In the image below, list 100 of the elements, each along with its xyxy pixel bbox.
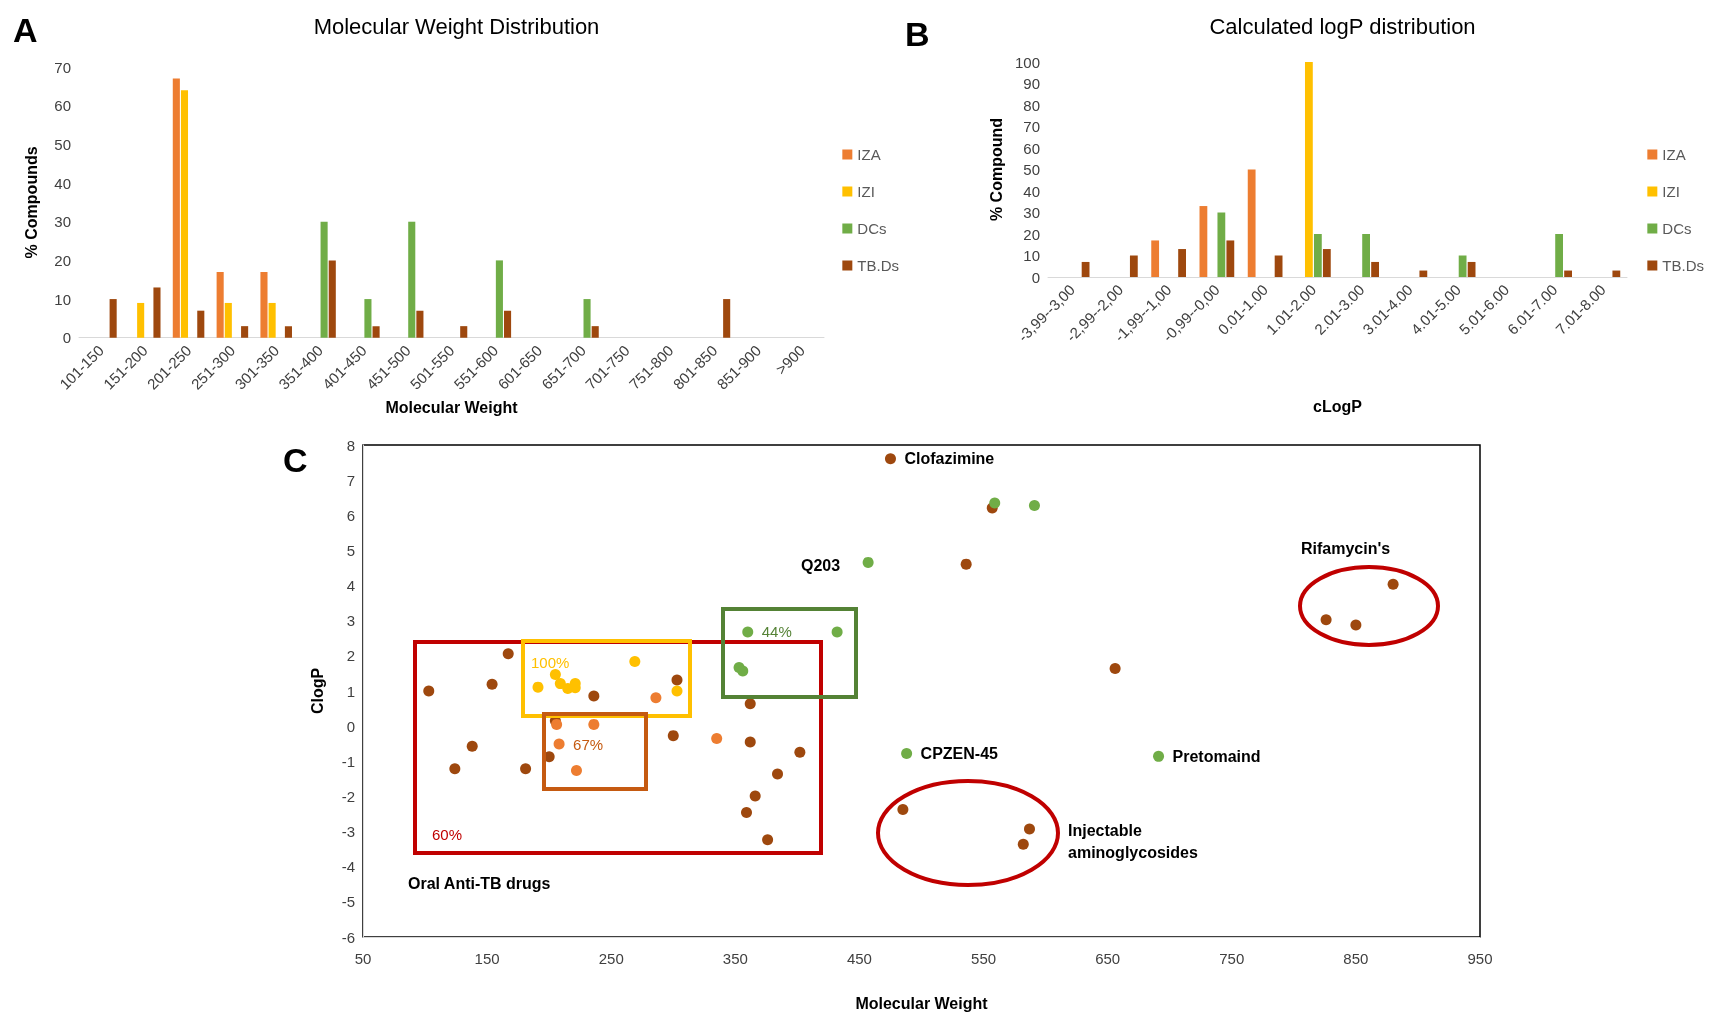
bar — [172, 78, 180, 338]
y-tick-label: -5 — [341, 893, 355, 911]
bar — [1247, 169, 1256, 277]
y-tick-label: 100 — [1014, 53, 1040, 71]
x-tick-label: 450 — [846, 950, 872, 967]
bar — [1467, 261, 1476, 277]
legend-label: TB.Ds — [1662, 257, 1704, 274]
y-tick-label: 6 — [346, 506, 355, 524]
legend-label: IZI — [1662, 183, 1680, 200]
annotation: Clofazimine — [904, 450, 995, 468]
annotation: Q203 — [801, 556, 841, 574]
y-tick-label: 40 — [1023, 182, 1040, 200]
y-tick-label: 60 — [1023, 139, 1040, 157]
annotation: Rifamycin's — [1301, 539, 1391, 557]
legend-label: IZA — [1662, 146, 1686, 163]
bar — [372, 326, 380, 338]
x-tick-label: 350 — [722, 950, 748, 967]
point — [989, 497, 1001, 509]
bar — [1419, 270, 1428, 277]
bar — [583, 299, 591, 338]
bar — [504, 310, 512, 338]
annotation: 67% — [573, 735, 604, 753]
bar — [1371, 261, 1379, 277]
text: B — [905, 15, 930, 53]
y-tick-label: 70 — [54, 58, 71, 76]
x-axis-title: Molecular Weight — [385, 398, 519, 416]
point — [588, 690, 600, 702]
bar — [591, 326, 599, 338]
point — [554, 678, 566, 690]
y-tick-label: 30 — [1023, 204, 1040, 221]
chart-title: Molecular Weight Distribution — [313, 13, 600, 39]
y-tick-label: 4 — [346, 577, 355, 595]
bar — [1564, 270, 1572, 277]
point — [1017, 838, 1029, 850]
y-tick-label: 60 — [54, 97, 71, 115]
bar — [1313, 234, 1322, 277]
legend-label: DCs — [857, 220, 887, 237]
y-tick-label: 20 — [54, 251, 71, 269]
x-tick-label: 550 — [971, 950, 997, 967]
y-axis-title: ClogP — [308, 667, 326, 715]
point — [570, 764, 582, 776]
bar — [1178, 249, 1186, 277]
y-tick-label: 0 — [62, 329, 71, 347]
point — [901, 748, 913, 760]
bar — [1151, 240, 1160, 277]
bar — [224, 302, 232, 338]
y-tick-label: 20 — [1023, 225, 1040, 243]
annotation: 44% — [761, 623, 792, 641]
bar — [1304, 62, 1313, 277]
y-tick-label: -2 — [341, 787, 355, 805]
bar — [1555, 234, 1564, 277]
y-axis-title: % Compound — [987, 117, 1005, 222]
y-tick-label: 10 — [1023, 247, 1040, 264]
bar — [320, 221, 328, 338]
bar — [216, 272, 224, 338]
bar — [460, 326, 468, 338]
point — [671, 674, 683, 686]
point — [1028, 499, 1040, 511]
point — [1109, 663, 1121, 675]
point — [744, 698, 756, 710]
y-tick-label: 50 — [54, 135, 71, 153]
bar — [137, 302, 145, 338]
point — [671, 685, 683, 697]
bar — [153, 287, 161, 338]
y-tick-label: 0 — [346, 717, 355, 735]
y-tick-label: -4 — [341, 858, 355, 876]
y-tick-label: 1 — [346, 682, 355, 700]
bar — [416, 310, 424, 338]
y-tick-label: 8 — [346, 436, 355, 454]
bar — [260, 272, 268, 338]
y-tick-label: 90 — [1023, 75, 1040, 92]
bar — [197, 310, 205, 338]
y-tick-label: 0 — [1031, 268, 1040, 286]
bar — [180, 90, 189, 338]
legend-label: IZI — [857, 183, 875, 200]
point — [532, 681, 544, 693]
point — [897, 803, 909, 815]
point — [884, 453, 896, 465]
point — [549, 668, 561, 680]
bar — [1226, 240, 1235, 277]
x-tick-label: 250 — [598, 950, 624, 967]
bar — [284, 326, 292, 338]
point — [1320, 614, 1332, 626]
annotation: Injectable aminoglycosides — [1068, 821, 1198, 861]
y-tick-label: 10 — [54, 290, 71, 308]
point — [650, 692, 662, 704]
point — [749, 790, 761, 802]
bar — [109, 299, 117, 338]
annotation: Oral Anti-TB drugs — [408, 874, 551, 892]
x-axis-title: cLogP — [1313, 397, 1363, 415]
bar — [364, 299, 372, 338]
y-tick-label: -1 — [341, 752, 355, 770]
point — [737, 665, 749, 677]
y-tick-label: 50 — [1023, 161, 1040, 178]
legend-label: DCs — [1662, 220, 1692, 237]
annotation: 60% — [432, 825, 463, 843]
point — [502, 648, 514, 660]
y-tick-label: 80 — [1023, 96, 1040, 114]
bar — [328, 260, 336, 338]
annotation: CPZEN-45 — [920, 745, 999, 763]
